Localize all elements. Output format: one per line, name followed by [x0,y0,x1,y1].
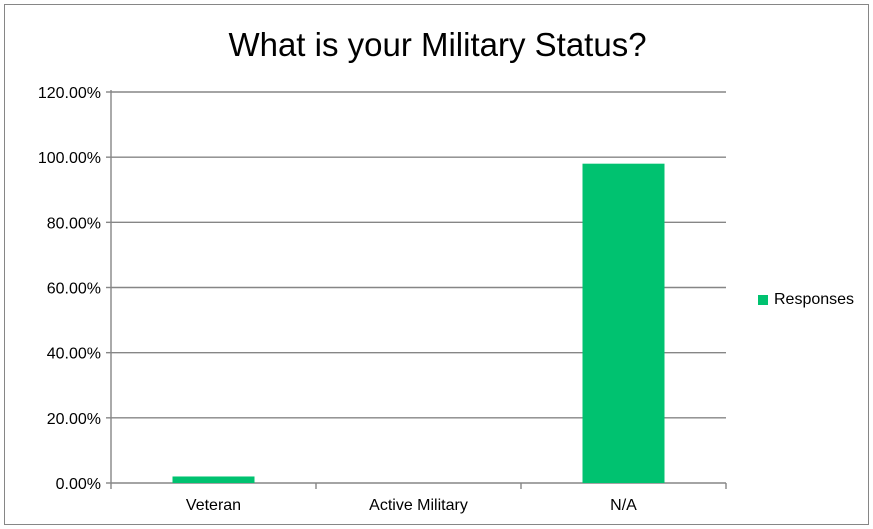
y-tick-label: 120.00% [38,85,101,102]
legend-label: Responses [774,291,855,308]
bar [172,476,255,483]
legend-swatch [758,295,768,305]
chart-frame: What is your Military Status? 0.00% 20.00… [4,4,869,525]
y-tick-label: 40.00% [47,346,101,363]
chart-title: What is your Military Status? [228,26,647,63]
plot-area: 0.00% 20.00% 40.00% 60.00% 80.00% 100.00% 120.… [38,85,727,514]
y-tick-label: 80.00% [47,215,101,232]
x-tick-label: Active Military [369,497,468,514]
x-tick-label: N/A [610,497,637,514]
bar [582,163,665,483]
y-tick-label: 0.00% [56,476,101,493]
y-tick-label: 60.00% [47,281,101,298]
legend: Responses [758,290,854,310]
y-tick-label: 20.00% [47,411,101,428]
y-tick-label: 100.00% [38,150,101,167]
x-tick-label: Veteran [186,497,241,514]
